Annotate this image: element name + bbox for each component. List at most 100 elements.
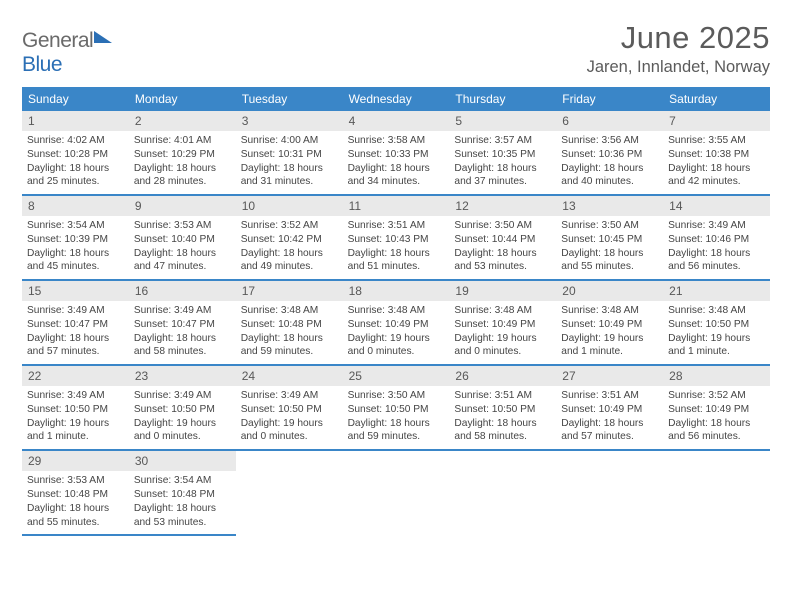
day-detail: Sunrise: 3:52 AMSunset: 10:42 PMDaylight…: [236, 216, 343, 279]
dow-header: Thursday: [449, 87, 556, 111]
day-cell: 10Sunrise: 3:52 AMSunset: 10:42 PMDaylig…: [236, 196, 343, 281]
header: General Blue June 2025 Jaren, Innlandet,…: [22, 20, 770, 77]
day-number: 30: [129, 451, 236, 471]
day-cell: 21Sunrise: 3:48 AMSunset: 10:50 PMDaylig…: [663, 281, 770, 366]
day-cell: 3Sunrise: 4:00 AMSunset: 10:31 PMDayligh…: [236, 111, 343, 196]
dow-header: Sunday: [22, 87, 129, 111]
day-detail: Sunrise: 3:49 AMSunset: 10:47 PMDaylight…: [22, 301, 129, 364]
day-number: 10: [236, 196, 343, 216]
day-number: 4: [343, 111, 450, 131]
brand-logo: General Blue: [22, 28, 112, 77]
calendar-page: General Blue June 2025 Jaren, Innlandet,…: [0, 0, 792, 556]
brand-word-2: Blue: [22, 53, 62, 76]
day-number: 20: [556, 281, 663, 301]
day-number: 26: [449, 366, 556, 386]
day-detail: Sunrise: 3:48 AMSunset: 10:49 PMDaylight…: [343, 301, 450, 364]
day-cell: [556, 451, 663, 536]
day-cell: 12Sunrise: 3:50 AMSunset: 10:44 PMDaylig…: [449, 196, 556, 281]
day-number: 24: [236, 366, 343, 386]
dow-header: Monday: [129, 87, 236, 111]
day-cell: 25Sunrise: 3:50 AMSunset: 10:50 PMDaylig…: [343, 366, 450, 451]
day-cell: 8Sunrise: 3:54 AMSunset: 10:39 PMDayligh…: [22, 196, 129, 281]
calendar-grid: SundayMondayTuesdayWednesdayThursdayFrid…: [22, 87, 770, 536]
day-cell: 11Sunrise: 3:51 AMSunset: 10:43 PMDaylig…: [343, 196, 450, 281]
day-detail: Sunrise: 3:55 AMSunset: 10:38 PMDaylight…: [663, 131, 770, 194]
day-cell: 20Sunrise: 3:48 AMSunset: 10:49 PMDaylig…: [556, 281, 663, 366]
day-detail: Sunrise: 4:02 AMSunset: 10:28 PMDaylight…: [22, 131, 129, 194]
day-cell: 26Sunrise: 3:51 AMSunset: 10:50 PMDaylig…: [449, 366, 556, 451]
day-number: 28: [663, 366, 770, 386]
day-number: 29: [22, 451, 129, 471]
day-cell: 27Sunrise: 3:51 AMSunset: 10:49 PMDaylig…: [556, 366, 663, 451]
day-detail: Sunrise: 3:48 AMSunset: 10:48 PMDaylight…: [236, 301, 343, 364]
day-number: 12: [449, 196, 556, 216]
day-cell: [663, 451, 770, 536]
day-cell: 18Sunrise: 3:48 AMSunset: 10:49 PMDaylig…: [343, 281, 450, 366]
dow-header: Tuesday: [236, 87, 343, 111]
day-detail: Sunrise: 3:49 AMSunset: 10:50 PMDaylight…: [22, 386, 129, 449]
day-detail: Sunrise: 3:56 AMSunset: 10:36 PMDaylight…: [556, 131, 663, 194]
day-number: 13: [556, 196, 663, 216]
day-detail: Sunrise: 3:49 AMSunset: 10:47 PMDaylight…: [129, 301, 236, 364]
day-number: 9: [129, 196, 236, 216]
day-number: 14: [663, 196, 770, 216]
day-cell: 1Sunrise: 4:02 AMSunset: 10:28 PMDayligh…: [22, 111, 129, 196]
day-detail: Sunrise: 3:50 AMSunset: 10:44 PMDaylight…: [449, 216, 556, 279]
day-detail: Sunrise: 3:57 AMSunset: 10:35 PMDaylight…: [449, 131, 556, 194]
day-number: 7: [663, 111, 770, 131]
day-number: 1: [22, 111, 129, 131]
day-cell: 5Sunrise: 3:57 AMSunset: 10:35 PMDayligh…: [449, 111, 556, 196]
day-number: 22: [22, 366, 129, 386]
day-cell: 15Sunrise: 3:49 AMSunset: 10:47 PMDaylig…: [22, 281, 129, 366]
title-block: June 2025 Jaren, Innlandet, Norway: [587, 20, 770, 77]
day-number: 15: [22, 281, 129, 301]
day-detail: Sunrise: 3:48 AMSunset: 10:49 PMDaylight…: [556, 301, 663, 364]
day-detail: Sunrise: 3:52 AMSunset: 10:49 PMDaylight…: [663, 386, 770, 449]
day-cell: 30Sunrise: 3:54 AMSunset: 10:48 PMDaylig…: [129, 451, 236, 536]
day-number: 2: [129, 111, 236, 131]
day-cell: 2Sunrise: 4:01 AMSunset: 10:29 PMDayligh…: [129, 111, 236, 196]
day-cell: 29Sunrise: 3:53 AMSunset: 10:48 PMDaylig…: [22, 451, 129, 536]
day-cell: 22Sunrise: 3:49 AMSunset: 10:50 PMDaylig…: [22, 366, 129, 451]
brand-triangle-icon: [94, 31, 112, 43]
day-cell: 6Sunrise: 3:56 AMSunset: 10:36 PMDayligh…: [556, 111, 663, 196]
day-detail: Sunrise: 3:51 AMSunset: 10:43 PMDaylight…: [343, 216, 450, 279]
day-detail: Sunrise: 3:54 AMSunset: 10:39 PMDaylight…: [22, 216, 129, 279]
day-detail: Sunrise: 3:48 AMSunset: 10:49 PMDaylight…: [449, 301, 556, 364]
dow-header: Saturday: [663, 87, 770, 111]
location-subtitle: Jaren, Innlandet, Norway: [587, 58, 770, 77]
day-detail: Sunrise: 3:50 AMSunset: 10:45 PMDaylight…: [556, 216, 663, 279]
day-number: 3: [236, 111, 343, 131]
day-cell: 4Sunrise: 3:58 AMSunset: 10:33 PMDayligh…: [343, 111, 450, 196]
day-detail: Sunrise: 3:48 AMSunset: 10:50 PMDaylight…: [663, 301, 770, 364]
day-cell: 23Sunrise: 3:49 AMSunset: 10:50 PMDaylig…: [129, 366, 236, 451]
day-cell: 13Sunrise: 3:50 AMSunset: 10:45 PMDaylig…: [556, 196, 663, 281]
day-cell: 9Sunrise: 3:53 AMSunset: 10:40 PMDayligh…: [129, 196, 236, 281]
day-detail: Sunrise: 3:51 AMSunset: 10:49 PMDaylight…: [556, 386, 663, 449]
day-number: 18: [343, 281, 450, 301]
day-number: 6: [556, 111, 663, 131]
day-detail: Sunrise: 3:54 AMSunset: 10:48 PMDaylight…: [129, 471, 236, 534]
day-number: 5: [449, 111, 556, 131]
brand-word-1: General: [22, 29, 93, 52]
day-detail: Sunrise: 3:51 AMSunset: 10:50 PMDaylight…: [449, 386, 556, 449]
day-cell: 19Sunrise: 3:48 AMSunset: 10:49 PMDaylig…: [449, 281, 556, 366]
day-cell: 16Sunrise: 3:49 AMSunset: 10:47 PMDaylig…: [129, 281, 236, 366]
day-cell: 24Sunrise: 3:49 AMSunset: 10:50 PMDaylig…: [236, 366, 343, 451]
month-title: June 2025: [587, 20, 770, 56]
day-detail: Sunrise: 4:01 AMSunset: 10:29 PMDaylight…: [129, 131, 236, 194]
day-detail: Sunrise: 4:00 AMSunset: 10:31 PMDaylight…: [236, 131, 343, 194]
day-number: 25: [343, 366, 450, 386]
day-number: 19: [449, 281, 556, 301]
day-detail: Sunrise: 3:58 AMSunset: 10:33 PMDaylight…: [343, 131, 450, 194]
day-number: 23: [129, 366, 236, 386]
day-cell: 17Sunrise: 3:48 AMSunset: 10:48 PMDaylig…: [236, 281, 343, 366]
day-cell: 28Sunrise: 3:52 AMSunset: 10:49 PMDaylig…: [663, 366, 770, 451]
day-number: 27: [556, 366, 663, 386]
day-number: 17: [236, 281, 343, 301]
day-cell: 7Sunrise: 3:55 AMSunset: 10:38 PMDayligh…: [663, 111, 770, 196]
day-detail: Sunrise: 3:49 AMSunset: 10:46 PMDaylight…: [663, 216, 770, 279]
day-number: 21: [663, 281, 770, 301]
day-number: 16: [129, 281, 236, 301]
day-cell: [236, 451, 343, 536]
